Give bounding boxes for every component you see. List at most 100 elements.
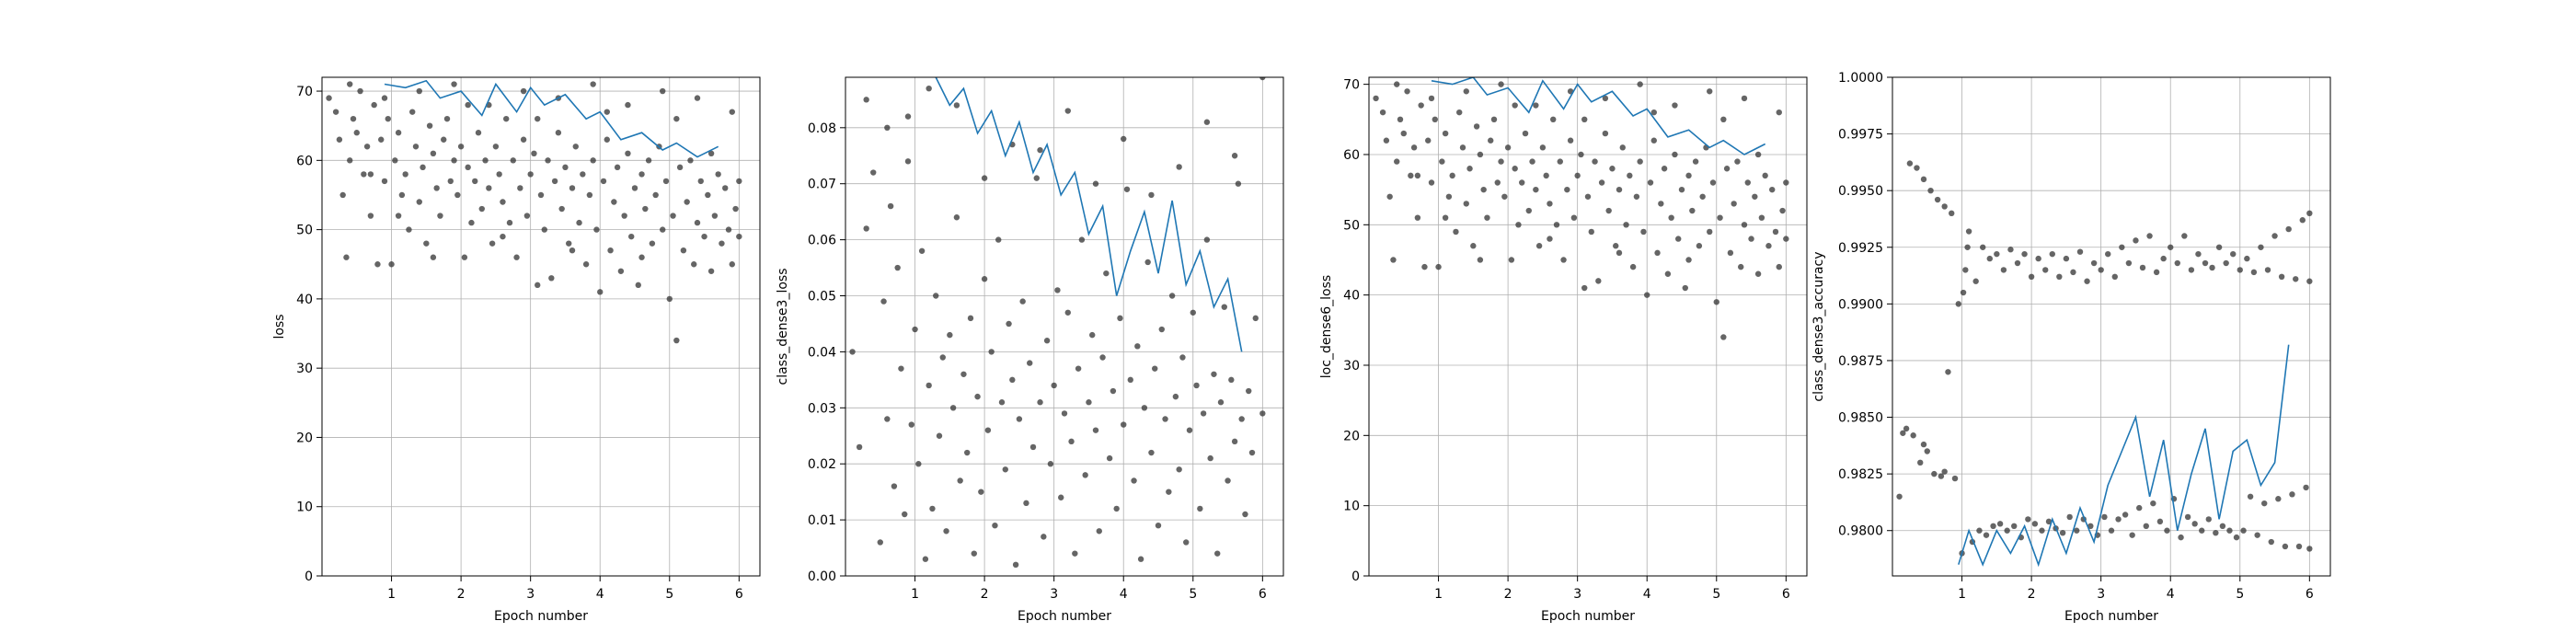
scatter-point: [1602, 130, 1609, 137]
scatter-point: [1463, 201, 1469, 207]
scatter-point: [545, 157, 551, 164]
scatter-point: [645, 157, 652, 164]
scatter-point: [884, 416, 891, 422]
scatter-point: [1418, 102, 1424, 109]
scatter-point: [2278, 273, 2285, 280]
scatter-point: [1741, 222, 1748, 228]
scatter-point: [1938, 473, 1945, 479]
scatter-point: [2133, 237, 2139, 244]
scatter-point: [707, 150, 715, 157]
x-tick-label: 6: [2306, 587, 2314, 602]
subplot-2-ylabel: class_dense3_loss: [776, 269, 790, 385]
scatter-point: [1068, 438, 1075, 445]
scatter-point: [711, 213, 719, 219]
scatter-point: [1064, 108, 1071, 114]
series-line: [1431, 77, 1766, 155]
scatter-point: [2174, 259, 2180, 267]
scatter-point: [964, 449, 971, 456]
scatter-point: [1193, 382, 1200, 389]
scatter-point: [1504, 144, 1512, 151]
scatter-point: [326, 95, 332, 101]
scatter-point: [1699, 193, 1706, 200]
scatter-point: [1228, 376, 1235, 384]
x-tick-label: 5: [2236, 587, 2244, 602]
scatter-point: [1494, 179, 1501, 186]
scatter-point: [2035, 255, 2041, 262]
scatter-point: [367, 171, 374, 178]
x-tick-label: 1: [1958, 587, 1966, 602]
scatter-point: [551, 178, 558, 185]
series-line: [935, 77, 1243, 352]
scatter-point: [984, 427, 992, 433]
scatter-point: [492, 144, 500, 150]
scatter-point: [572, 144, 579, 150]
scatter-point: [939, 354, 946, 361]
scatter-point: [1225, 477, 1231, 484]
scatter-point: [2011, 523, 2018, 529]
scatter-point: [2181, 233, 2188, 239]
scatter-point: [722, 185, 729, 191]
scatter-point: [981, 276, 988, 282]
scatter-point: [2070, 269, 2076, 276]
scatter-point: [1519, 179, 1525, 186]
scatter-point: [465, 164, 471, 171]
scatter-point: [2268, 538, 2274, 546]
scatter-point: [347, 81, 353, 87]
scatter-point: [1692, 158, 1699, 165]
scatter-point: [929, 505, 936, 512]
scatter-point: [1092, 180, 1099, 187]
scatter-point: [2295, 543, 2303, 550]
scatter-point: [1246, 387, 1252, 395]
scatter-point: [1734, 158, 1741, 165]
scatter-point: [1574, 172, 1581, 179]
scatter-point: [451, 157, 457, 164]
scatter-point: [1400, 130, 1407, 137]
scatter-point: [2264, 267, 2271, 273]
scatter-point: [1637, 81, 1643, 87]
scatter-point: [1658, 201, 1664, 207]
scatter-point: [402, 171, 408, 178]
scatter-point: [555, 130, 562, 136]
y-tick-label: 0.04: [808, 345, 836, 360]
scatter-point: [385, 115, 391, 122]
scatter-point: [1644, 292, 1650, 298]
scatter-point: [2184, 513, 2191, 521]
scatter-point: [1103, 270, 1110, 277]
scatter-point: [1910, 432, 1916, 439]
scatter-point: [2195, 250, 2202, 258]
scatter-point: [2014, 259, 2021, 267]
scatter-point: [1758, 214, 1765, 221]
scatter-point: [1498, 158, 1504, 165]
scatter-point: [1553, 222, 1560, 228]
scatter-point: [2164, 527, 2170, 534]
y-tick-label: 20: [296, 431, 313, 445]
scatter-point: [1179, 354, 1186, 361]
scatter-point: [1484, 214, 1490, 221]
scatter-point: [2119, 244, 2125, 250]
scatter-point: [1903, 425, 1910, 432]
scatter-point: [998, 399, 1006, 406]
y-tick-label: 0.03: [808, 401, 836, 416]
scatter-point: [2115, 516, 2122, 523]
scatter-point: [1394, 158, 1400, 165]
scatter-point: [725, 226, 732, 233]
scatter-point: [1731, 201, 1737, 207]
scatter-point: [1386, 193, 1393, 200]
scatter-point: [849, 349, 856, 355]
scatter-point: [423, 240, 430, 247]
scatter-point: [1720, 334, 1727, 340]
scatter-point: [1477, 151, 1484, 158]
scatter-point: [926, 85, 932, 92]
scatter-point: [1754, 270, 1762, 277]
scatter-point: [1259, 410, 1266, 417]
scatter-point: [1425, 137, 1432, 144]
scatter-point: [1972, 278, 1979, 284]
scatter-point: [2004, 527, 2010, 534]
scatter-point: [1099, 354, 1106, 361]
scatter-point: [1543, 172, 1549, 179]
scatter-point: [1203, 236, 1211, 243]
scatter-point: [336, 136, 343, 143]
scatter-point: [2063, 255, 2070, 262]
scatter-point: [590, 157, 596, 164]
